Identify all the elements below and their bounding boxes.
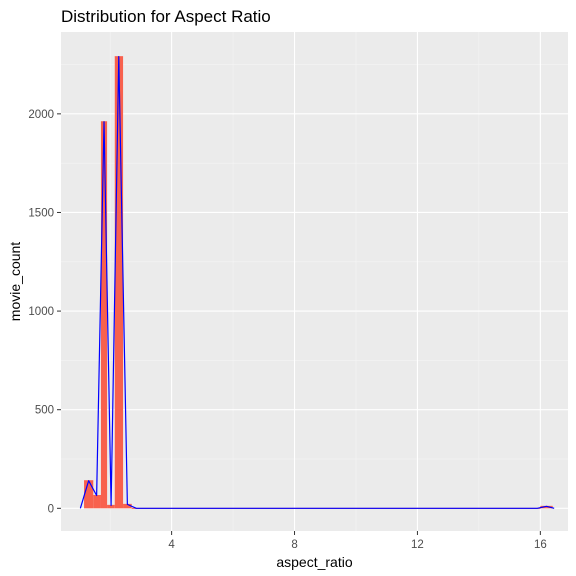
- histogram-bar: [93, 495, 101, 509]
- chart-title: Distribution for Aspect Ratio: [61, 7, 271, 26]
- y-tick-label: 1500: [28, 207, 54, 219]
- y-tick-label: 0: [48, 503, 54, 515]
- histogram-bar: [114, 56, 124, 509]
- histogram-bar: [123, 504, 132, 509]
- histogram-bar: [84, 480, 94, 509]
- y-tick-label: 1000: [28, 306, 54, 318]
- y-tick-label: 500: [35, 405, 54, 417]
- histogram-bar: [100, 121, 108, 509]
- x-tick-label: 16: [534, 539, 547, 551]
- minor-grid: [61, 32, 568, 531]
- frequency-line: [79, 56, 555, 509]
- x-axis-title: aspect_ratio: [276, 554, 352, 570]
- y-axis-title: movie_count: [7, 242, 23, 321]
- x-axis: 4 8 12 16: [168, 531, 547, 551]
- y-tick-label: 2000: [28, 109, 54, 121]
- histogram-bar: [107, 505, 115, 509]
- histogram-bar: [540, 506, 553, 509]
- x-tick-label: 8: [291, 539, 297, 551]
- x-tick-label: 4: [168, 539, 175, 551]
- y-axis: 0 500 1000 1500 2000: [28, 109, 61, 515]
- plot-panel: [61, 32, 568, 531]
- x-tick-label: 12: [411, 539, 424, 551]
- frequency-polygon: [79, 56, 555, 509]
